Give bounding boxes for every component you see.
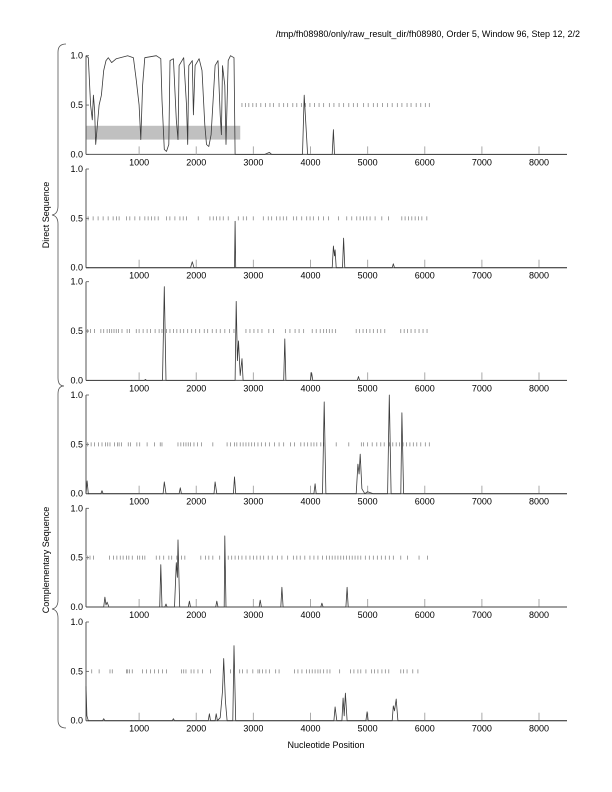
x-tick-label: 7000 — [472, 271, 492, 281]
x-tick-label: 2000 — [186, 383, 206, 393]
x-tick-label: 5000 — [358, 271, 378, 281]
y-tick-label: 0.5 — [70, 326, 83, 336]
x-tick-label: 1000 — [129, 383, 149, 393]
complementary-sequence-brace — [51, 385, 67, 729]
x-tick-label: 7000 — [472, 497, 492, 507]
x-tick-label: 6000 — [415, 383, 435, 393]
coding-potential-line — [85, 394, 567, 495]
y-tick-label: 1.0 — [70, 503, 83, 513]
y-tick-label: 0.5 — [70, 100, 83, 110]
coding-potential-line — [86, 286, 567, 381]
x-tick-label: 2000 — [186, 157, 206, 167]
panel-complementary-frame-3: 0.0 0.5 1.0 1000 2000 3000 4000 5000 6000 7000 800… — [70, 617, 567, 734]
x-tick-label: 1000 — [129, 610, 149, 620]
x-tick-label: 7000 — [472, 383, 492, 393]
x-axis-label: Nucleotide Position — [287, 740, 364, 750]
x-tick-label: 8000 — [529, 497, 549, 507]
x-tick-label: 5000 — [358, 383, 378, 393]
y-tick-label: 1.0 — [70, 390, 83, 400]
panel-complementary-frame-2: 0.0 0.5 1.0 1000 2000 3000 4000 5000 6000 7000 800… — [70, 503, 567, 620]
panel-direct-frame-2: 0.0 0.5 1.0 1000 2000 3000 4000 5000 6000 7000 800… — [70, 164, 567, 281]
y-tick-label: 0.0 — [70, 263, 83, 273]
x-tick-label: 3000 — [243, 157, 263, 167]
complementary-sequence-label: Complementary Sequence — [41, 507, 51, 614]
x-tick-label: 6000 — [415, 724, 435, 734]
x-tick-label: 4000 — [300, 271, 320, 281]
x-tick-label: 4000 — [300, 724, 320, 734]
x-tick-label: 5000 — [358, 610, 378, 620]
x-tick-label: 7000 — [472, 157, 492, 167]
x-tick-label: 2000 — [186, 497, 206, 507]
y-tick-label: 0.5 — [70, 439, 83, 449]
panel-direct-frame-1: 0.0 0.5 1.0 1000 2000 3000 4000 5000 6000 7000 800… — [70, 51, 567, 167]
direct-sequence-brace — [51, 43, 67, 387]
x-tick-label: 2000 — [186, 610, 206, 620]
x-tick-label: 8000 — [529, 157, 549, 167]
x-tick-label: 1000 — [129, 271, 149, 281]
x-tick-label: 2000 — [186, 271, 206, 281]
x-tick-label: 2000 — [186, 724, 206, 734]
x-tick-label: 3000 — [243, 271, 263, 281]
panel-direct-frame-3: 0.0 0.5 1.0 1000 2000 3000 4000 5000 6000 7000 800… — [70, 277, 567, 393]
x-tick-label: 4000 — [300, 383, 320, 393]
x-tick-label: 4000 — [300, 610, 320, 620]
x-tick-label: 1000 — [129, 497, 149, 507]
x-tick-label: 1000 — [129, 157, 149, 167]
x-tick-label: 3000 — [243, 610, 263, 620]
y-tick-label: 0.0 — [70, 489, 83, 499]
y-tick-label: 0.0 — [70, 375, 83, 385]
x-tick-label: 3000 — [243, 383, 263, 393]
coding-potential-line — [85, 55, 567, 155]
coding-potential-line — [86, 535, 567, 608]
x-tick-label: 4000 — [300, 497, 320, 507]
x-tick-label: 8000 — [529, 610, 549, 620]
x-tick-label: 8000 — [529, 724, 549, 734]
y-tick-label: 0.0 — [70, 602, 83, 612]
x-tick-label: 3000 — [243, 724, 263, 734]
panel-complementary-frame-1: 0.0 0.5 1.0 1000 2000 3000 4000 5000 6000 7000 800… — [70, 390, 567, 507]
y-tick-label: 0.5 — [70, 213, 83, 223]
y-tick-label: 0.0 — [70, 716, 83, 726]
x-tick-label: 5000 — [358, 724, 378, 734]
x-tick-label: 6000 — [415, 157, 435, 167]
y-tick-label: 1.0 — [70, 51, 83, 61]
y-tick-label: 0.5 — [70, 666, 83, 676]
x-tick-label: 3000 — [243, 497, 263, 507]
coding-potential-line — [85, 645, 567, 722]
x-tick-label: 5000 — [358, 157, 378, 167]
x-tick-label: 6000 — [415, 271, 435, 281]
y-tick-label: 1.0 — [70, 617, 83, 627]
x-tick-label: 8000 — [529, 271, 549, 281]
coding-potential-line — [86, 220, 567, 269]
direct-sequence-group: Direct Sequence — [41, 43, 67, 387]
x-tick-label: 7000 — [472, 610, 492, 620]
y-tick-label: 1.0 — [70, 164, 83, 174]
y-tick-label: 0.0 — [70, 149, 83, 159]
direct-sequence-label: Direct Sequence — [41, 182, 51, 249]
chart-title: /tmp/fh08980/only/raw_result_dir/fh08980… — [276, 29, 580, 39]
x-tick-label: 6000 — [415, 497, 435, 507]
x-tick-label: 7000 — [472, 724, 492, 734]
x-tick-label: 4000 — [300, 157, 320, 167]
x-tick-label: 5000 — [358, 497, 378, 507]
x-tick-label: 1000 — [129, 724, 149, 734]
x-tick-label: 6000 — [415, 610, 435, 620]
x-tick-label: 8000 — [529, 383, 549, 393]
y-tick-label: 1.0 — [70, 277, 83, 287]
complementary-sequence-group: Complementary Sequence — [41, 385, 67, 729]
y-tick-label: 0.5 — [70, 553, 83, 563]
